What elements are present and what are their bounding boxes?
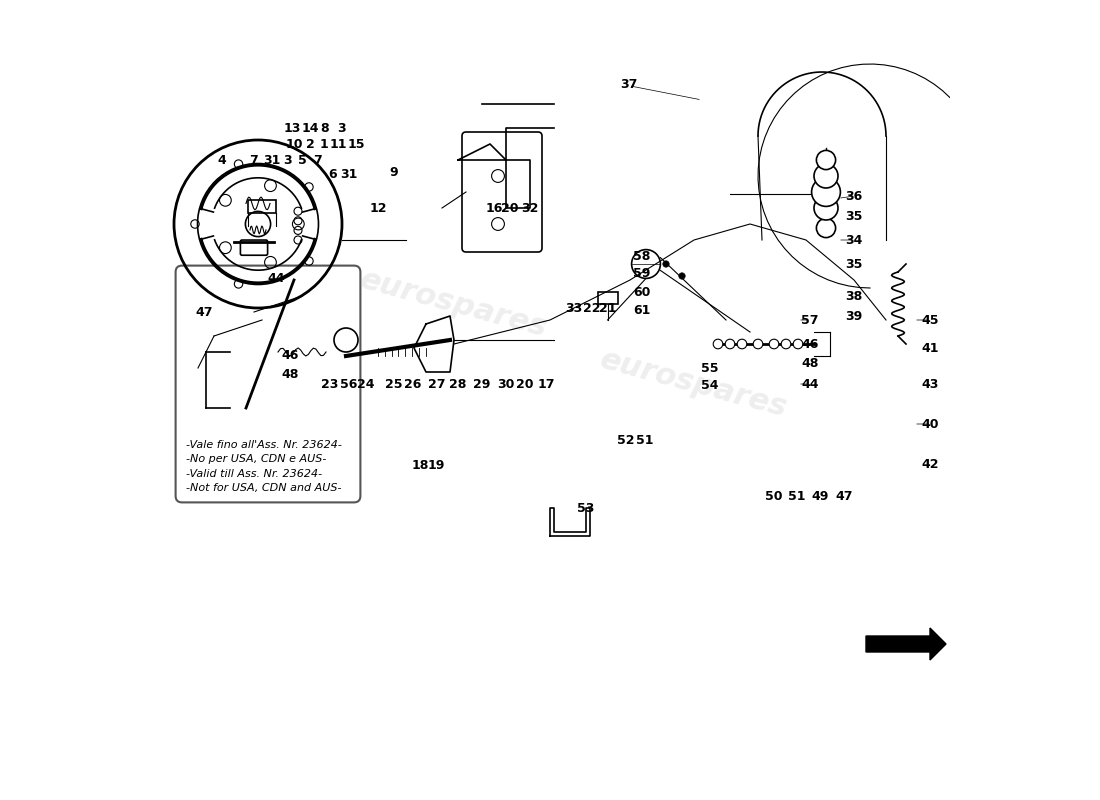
Text: -Not for USA, CDN and AUS-: -Not for USA, CDN and AUS- [186, 483, 341, 493]
Text: -Vale fino all'Ass. Nr. 23624-: -Vale fino all'Ass. Nr. 23624- [186, 440, 342, 450]
Text: 3: 3 [338, 122, 346, 134]
Text: 41: 41 [922, 342, 938, 354]
Circle shape [769, 339, 779, 349]
Text: 7: 7 [250, 154, 258, 166]
Text: 47: 47 [836, 490, 854, 502]
Text: 36: 36 [846, 190, 862, 202]
Text: 57: 57 [801, 314, 818, 326]
Text: 30: 30 [497, 378, 515, 390]
Text: 51: 51 [788, 490, 805, 502]
Circle shape [679, 273, 685, 279]
Text: 48: 48 [801, 358, 818, 370]
Text: 17: 17 [537, 378, 554, 390]
Text: 31: 31 [340, 168, 358, 181]
Text: 54: 54 [702, 379, 718, 392]
Bar [598, 292, 618, 304]
Text: 37: 37 [619, 78, 637, 90]
Text: 35: 35 [845, 258, 862, 270]
Text: 11: 11 [330, 138, 348, 150]
Text: 20: 20 [516, 378, 534, 390]
Text: 20: 20 [502, 202, 519, 214]
Text: 5: 5 [298, 154, 307, 166]
Text: 27: 27 [428, 378, 446, 390]
Text: 19: 19 [428, 459, 446, 472]
Circle shape [713, 339, 723, 349]
FancyBboxPatch shape [176, 266, 361, 502]
Text: 2: 2 [306, 138, 315, 150]
Text: 61: 61 [634, 304, 651, 317]
Text: 52: 52 [617, 434, 635, 446]
Text: 39: 39 [846, 310, 862, 322]
Text: 45: 45 [922, 314, 938, 326]
Text: 43: 43 [922, 378, 938, 390]
Text: 9: 9 [389, 166, 398, 178]
Text: 21: 21 [598, 302, 616, 314]
Text: 10: 10 [285, 138, 303, 150]
Text: 33: 33 [565, 302, 583, 314]
Text: 13: 13 [284, 122, 301, 134]
Circle shape [725, 339, 735, 349]
Text: 34: 34 [845, 234, 862, 246]
Circle shape [663, 261, 669, 267]
Text: 44: 44 [267, 272, 285, 285]
Text: 26: 26 [404, 378, 421, 390]
Circle shape [816, 218, 836, 238]
Text: 8: 8 [320, 122, 329, 134]
Text: 53: 53 [578, 502, 595, 514]
Text: 51: 51 [636, 434, 653, 446]
Text: 35: 35 [845, 210, 862, 222]
Text: 44: 44 [801, 378, 818, 390]
Text: -No per USA, CDN e AUS-: -No per USA, CDN e AUS- [186, 454, 327, 464]
Text: 46: 46 [801, 338, 818, 350]
Text: 25: 25 [385, 378, 403, 390]
Circle shape [781, 339, 791, 349]
Text: 60: 60 [634, 286, 651, 298]
Text: 32: 32 [521, 202, 539, 214]
Bar [248, 200, 276, 213]
Text: 6: 6 [328, 168, 337, 181]
Text: eurospares: eurospares [597, 345, 791, 423]
Circle shape [754, 339, 762, 349]
Circle shape [793, 339, 803, 349]
Circle shape [814, 196, 838, 220]
Text: 55: 55 [702, 362, 718, 374]
Text: 46: 46 [282, 350, 299, 362]
Circle shape [816, 150, 836, 170]
Text: 14: 14 [301, 122, 319, 134]
Text: 15: 15 [348, 138, 365, 150]
Text: 1: 1 [320, 138, 329, 150]
Text: 47: 47 [196, 306, 213, 318]
Polygon shape [414, 316, 454, 372]
Text: 58: 58 [634, 250, 651, 262]
Text: 18: 18 [411, 459, 429, 472]
Text: eurospares: eurospares [358, 265, 551, 343]
Text: 4: 4 [218, 154, 227, 166]
Text: 28: 28 [449, 378, 466, 390]
Circle shape [812, 178, 840, 206]
Text: 29: 29 [473, 378, 491, 390]
Text: 50: 50 [766, 490, 783, 502]
Text: -Valid till Ass. Nr. 23624-: -Valid till Ass. Nr. 23624- [186, 469, 322, 478]
Text: 7: 7 [314, 154, 322, 166]
Text: 31: 31 [263, 154, 280, 166]
Text: 22: 22 [583, 302, 601, 314]
Text: 16: 16 [485, 202, 503, 214]
Circle shape [814, 164, 838, 188]
Text: 24: 24 [358, 378, 375, 390]
Polygon shape [866, 628, 946, 660]
Text: 23: 23 [321, 378, 339, 390]
Text: 59: 59 [634, 267, 651, 280]
Text: 42: 42 [922, 458, 938, 470]
Text: 38: 38 [846, 290, 862, 302]
Circle shape [737, 339, 747, 349]
Text: 3: 3 [284, 154, 292, 166]
Text: 40: 40 [922, 418, 938, 430]
Text: 49: 49 [812, 490, 829, 502]
Text: 56: 56 [340, 378, 358, 390]
Text: 48: 48 [282, 368, 299, 381]
Polygon shape [550, 508, 590, 536]
Text: 12: 12 [370, 202, 387, 214]
